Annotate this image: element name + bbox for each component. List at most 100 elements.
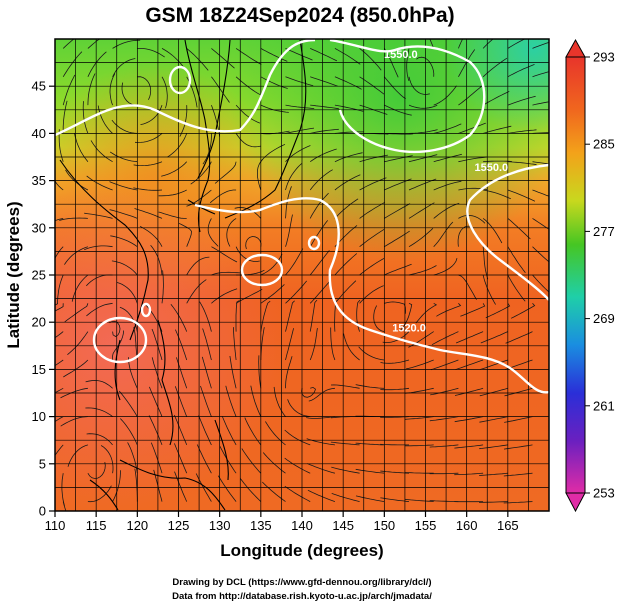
streamline	[134, 208, 163, 219]
streamline	[260, 284, 285, 304]
streamline	[161, 76, 168, 109]
streamline	[150, 442, 163, 474]
streamline	[482, 246, 489, 280]
streamline	[150, 245, 163, 276]
streamline	[85, 407, 113, 417]
x-tick-label: 145	[332, 518, 354, 533]
streamline	[55, 303, 64, 312]
y-tick-label: 0	[39, 504, 46, 519]
streamline	[482, 125, 512, 134]
streamline	[170, 303, 188, 332]
gridlines	[55, 39, 549, 511]
colorbar-tick-label: 293	[593, 50, 615, 65]
streamline	[310, 128, 339, 134]
streamline	[285, 280, 308, 304]
streamline	[429, 472, 459, 475]
streamline	[158, 189, 187, 197]
streamline	[416, 56, 435, 77]
streamline	[55, 359, 64, 367]
streamline	[503, 444, 533, 450]
x-tick-label: 120	[126, 518, 148, 533]
streamline	[161, 48, 185, 69]
streamline	[334, 152, 363, 163]
streamline	[479, 387, 508, 397]
streamline	[217, 475, 237, 502]
streamline	[373, 305, 385, 332]
streamline	[404, 498, 434, 502]
streamline	[233, 327, 237, 361]
streamline	[284, 429, 311, 446]
streamline	[100, 445, 114, 474]
streamline	[310, 76, 338, 87]
streamline	[285, 214, 293, 247]
streamline	[384, 203, 411, 219]
footer-credit-drawing: Drawing by DCL (https://www.gfd-dennou.o…	[172, 577, 431, 588]
streamline	[408, 76, 430, 95]
streamline	[532, 218, 549, 230]
streamline	[128, 357, 138, 389]
streamline	[260, 76, 288, 89]
streamline	[358, 346, 385, 361]
streamline	[507, 274, 526, 302]
streamline	[137, 48, 165, 58]
streamline	[55, 416, 64, 423]
streamline	[109, 209, 138, 219]
streamline	[62, 51, 83, 78]
streamline	[507, 64, 535, 78]
streamline	[174, 443, 188, 474]
streamline	[310, 104, 339, 110]
streamline	[309, 220, 329, 247]
streamline	[355, 384, 385, 389]
streamline	[239, 478, 262, 502]
streamline	[285, 76, 314, 87]
streamline	[380, 497, 410, 502]
streamline	[433, 221, 454, 247]
streamline	[284, 485, 311, 502]
streamline	[285, 48, 313, 61]
colorbar-tick-label: 277	[593, 224, 615, 239]
streamline	[55, 444, 64, 457]
streamline	[196, 444, 212, 474]
streamline	[133, 187, 163, 191]
y-tick-label: 15	[32, 362, 46, 377]
streamline	[257, 158, 263, 191]
streamline	[433, 180, 462, 191]
streamline	[258, 355, 262, 389]
streamline	[186, 48, 209, 71]
y-tick-label: 10	[32, 409, 46, 424]
streamline	[285, 328, 294, 361]
streamline	[532, 274, 549, 293]
y-axis-label: Latitude (degrees)	[4, 201, 23, 348]
streamline	[211, 271, 241, 276]
streamline	[455, 359, 484, 370]
streamline	[454, 387, 484, 396]
streamline	[161, 270, 164, 304]
streamline	[384, 263, 412, 276]
y-tick-label: 5	[39, 456, 46, 471]
streamline	[209, 189, 237, 204]
streamline	[408, 228, 434, 248]
streamline	[176, 357, 188, 389]
chart-title: GSM 18Z24Sep2024 (850.0hPa)	[145, 4, 454, 27]
x-tick-label: 155	[415, 518, 437, 533]
streamline	[285, 104, 315, 109]
streamline	[133, 327, 138, 361]
streamline	[334, 174, 361, 191]
streamline	[55, 387, 64, 394]
streamline	[330, 327, 336, 361]
streamline	[97, 105, 113, 134]
streamline	[309, 148, 337, 163]
streamline	[408, 154, 438, 163]
streamline	[87, 485, 112, 503]
streamline	[507, 218, 531, 240]
streamline	[504, 387, 533, 397]
streamline	[235, 133, 261, 148]
x-tick-label: 110	[45, 518, 66, 533]
streamline	[482, 39, 494, 49]
streamline	[454, 444, 484, 449]
streamline	[415, 302, 438, 324]
streamline	[334, 76, 362, 90]
streamline	[334, 280, 357, 304]
streamline	[510, 303, 536, 319]
contour-label: 1520.0	[392, 323, 426, 335]
